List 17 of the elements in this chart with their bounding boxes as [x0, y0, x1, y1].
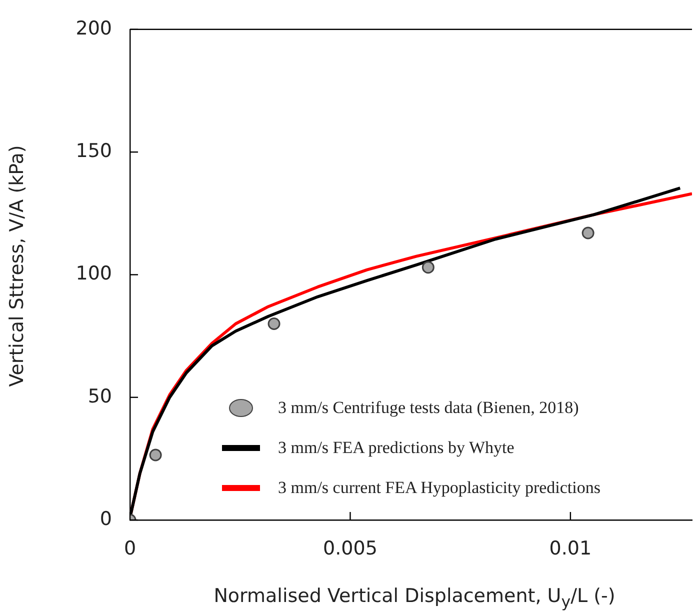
point [149, 448, 162, 462]
legend-label: 3 mm/s FEA predictions by Whyte [278, 438, 514, 458]
x-axis-title: Normalised Vertical Displacement, U$_{y}$/L (-) [212, 585, 616, 611]
x-tick-label: 0.005 [323, 537, 378, 560]
legend-label: 3 mm/s Centrifuge tests data (Bienen, 2018) [278, 398, 579, 418]
y-tick-label: 100 [76, 262, 112, 285]
point [422, 261, 434, 274]
y-tick-label: 150 [76, 140, 112, 162]
x-tick-label: 0 [124, 537, 136, 560]
x-tick-label: 0.01 [549, 537, 592, 560]
point [582, 226, 594, 240]
y-tick-label: 200 [76, 17, 112, 40]
y-tick-label: 50 [88, 385, 112, 408]
y-tick-label: 0 [100, 508, 112, 530]
y-axis-title: Vertical Sttress, V/A (kPa) [6, 144, 28, 389]
point [268, 318, 280, 330]
legend-label: 3 mm/s current FEA Hypoplasticity predictions [278, 478, 600, 498]
